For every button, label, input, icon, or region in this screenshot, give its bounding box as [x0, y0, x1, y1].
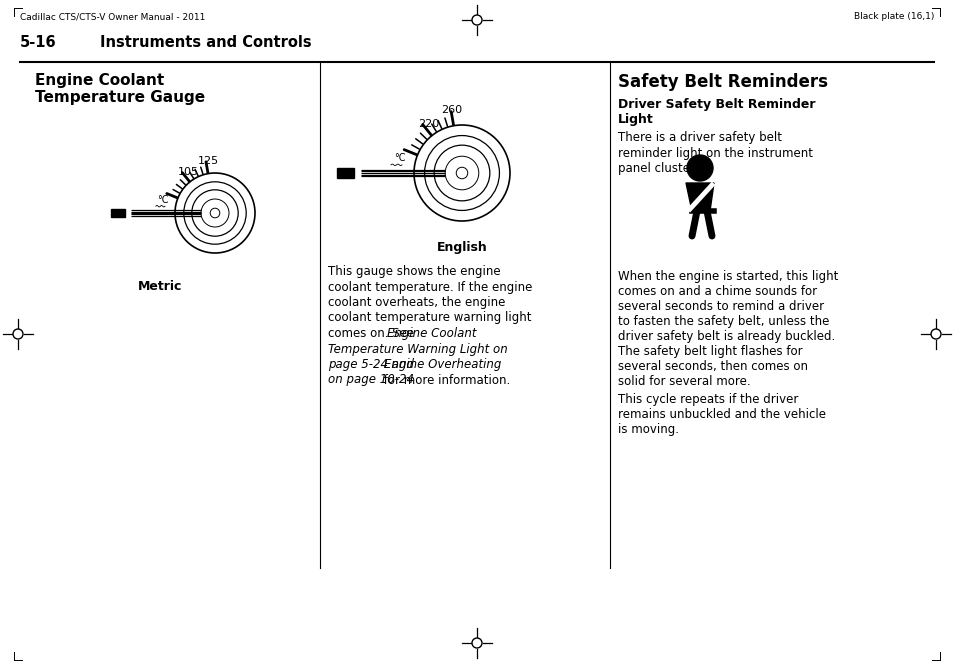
- Text: 105: 105: [178, 167, 199, 177]
- Circle shape: [686, 155, 712, 181]
- Text: This gauge shows the engine: This gauge shows the engine: [328, 265, 500, 278]
- Text: reminder light on the instrument: reminder light on the instrument: [618, 146, 812, 160]
- Text: comes on. See: comes on. See: [328, 327, 417, 340]
- Text: The safety belt light flashes for: The safety belt light flashes for: [618, 345, 801, 358]
- Text: Instruments and Controls: Instruments and Controls: [100, 35, 312, 50]
- Text: 260: 260: [441, 105, 462, 115]
- Text: This cycle repeats if the driver: This cycle repeats if the driver: [618, 393, 798, 406]
- Text: to fasten the safety belt, unless the: to fasten the safety belt, unless the: [618, 315, 828, 328]
- Text: comes on and a chime sounds for: comes on and a chime sounds for: [618, 285, 817, 298]
- Text: Cadillac CTS/CTS-V Owner Manual - 2011: Cadillac CTS/CTS-V Owner Manual - 2011: [20, 12, 205, 21]
- Bar: [111, 208, 125, 217]
- Text: 5-16: 5-16: [20, 35, 56, 50]
- Text: Temperature Warning Light on: Temperature Warning Light on: [328, 343, 507, 355]
- Bar: [336, 168, 354, 178]
- Text: °C: °C: [157, 195, 169, 205]
- Text: 125: 125: [197, 156, 219, 166]
- Text: solid for several more.: solid for several more.: [618, 375, 750, 388]
- Text: Safety Belt Reminders: Safety Belt Reminders: [618, 73, 827, 91]
- Text: When the engine is started, this light: When the engine is started, this light: [618, 270, 838, 283]
- Text: driver safety belt is already buckled.: driver safety belt is already buckled.: [618, 330, 835, 343]
- Text: Engine Coolant: Engine Coolant: [387, 327, 476, 340]
- Text: °C: °C: [394, 153, 405, 162]
- Text: panel cluster.: panel cluster.: [618, 162, 697, 175]
- Text: several seconds, then comes on: several seconds, then comes on: [618, 360, 807, 373]
- Circle shape: [210, 208, 219, 218]
- Polygon shape: [685, 183, 713, 211]
- Text: for more information.: for more information.: [379, 373, 510, 387]
- Text: remains unbuckled and the vehicle: remains unbuckled and the vehicle: [618, 408, 825, 421]
- Text: Engine Overheating: Engine Overheating: [383, 358, 500, 371]
- Text: coolant temperature warning light: coolant temperature warning light: [328, 311, 531, 325]
- Text: several seconds to remind a driver: several seconds to remind a driver: [618, 300, 823, 313]
- Text: on page 10-24: on page 10-24: [328, 373, 414, 387]
- Text: Light: Light: [618, 113, 653, 126]
- Text: Black plate (16,1): Black plate (16,1): [853, 12, 933, 21]
- Text: Metric: Metric: [137, 280, 182, 293]
- Text: coolant temperature. If the engine: coolant temperature. If the engine: [328, 281, 532, 293]
- Text: English: English: [436, 241, 487, 254]
- Text: page 5-24 and: page 5-24 and: [328, 358, 417, 371]
- Circle shape: [456, 167, 467, 179]
- Text: 220: 220: [417, 119, 438, 129]
- Text: Driver Safety Belt Reminder: Driver Safety Belt Reminder: [618, 98, 815, 111]
- Text: Temperature Gauge: Temperature Gauge: [35, 90, 205, 105]
- Text: There is a driver safety belt: There is a driver safety belt: [618, 131, 781, 144]
- Text: is moving.: is moving.: [618, 423, 679, 436]
- Text: Engine Coolant: Engine Coolant: [35, 73, 164, 88]
- Text: coolant overheats, the engine: coolant overheats, the engine: [328, 296, 505, 309]
